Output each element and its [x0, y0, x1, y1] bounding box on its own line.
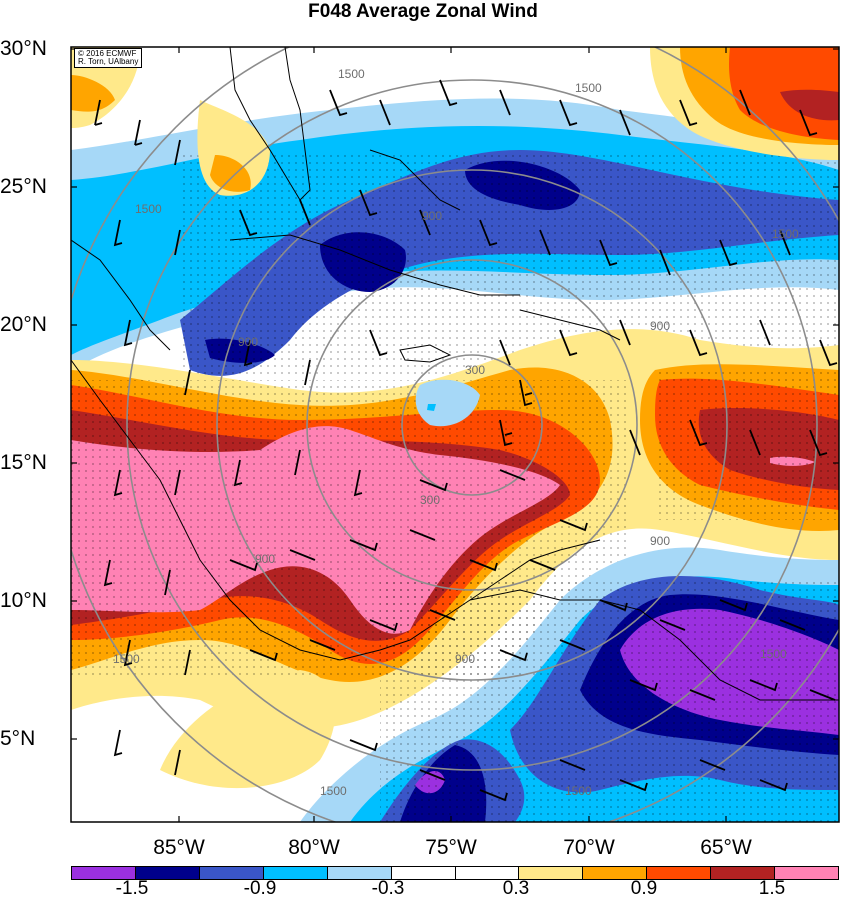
colorbar-label-neg-0-3: -0.3 [371, 878, 405, 899]
dotted-north [180, 150, 839, 375]
darkred-top-right [780, 89, 839, 121]
lon-label-65w: 65°W [700, 836, 752, 859]
wind-barbs [94, 79, 838, 802]
colorbar-label-0-3: 0.3 [502, 878, 530, 899]
dotted-south [380, 580, 839, 822]
bahamas-coast [369, 149, 461, 211]
colorbar-cell [263, 867, 328, 879]
ring-label-1500-right: 1500 [772, 227, 799, 241]
map-panel: 300 300 900 900 900 900 900 900 1500 150… [71, 47, 839, 822]
colorbar-cell [455, 867, 520, 879]
colorbar-cell [647, 867, 712, 879]
lat-label-10n: 10°N [0, 589, 47, 612]
copyright-line-1: © 2016 ECMWF [78, 49, 137, 58]
colorbar-cell [72, 867, 136, 879]
cyan-center-dot [427, 404, 436, 411]
range-ring-labels: 300 300 900 900 900 900 900 900 1500 150… [113, 67, 799, 798]
lat-label-25n: 25°N [0, 175, 47, 198]
colorbar-cell [199, 867, 264, 879]
colorbar [71, 866, 839, 880]
ring-label-900-lower: 900 [650, 534, 670, 548]
colorbar-cell [775, 867, 839, 879]
ring-label-900-southwest: 900 [255, 552, 275, 566]
yellow-south-spot [160, 670, 336, 789]
ring-label-1500-lowerright: 1500 [760, 647, 787, 661]
colorbar-cell [135, 867, 200, 879]
ring-label-900-center: 900 [422, 209, 442, 223]
range-rings [71, 47, 839, 822]
ring-label-1500-left: 1500 [135, 202, 162, 216]
plot-title: F048 Average Zonal Wind [308, 1, 538, 22]
lat-label-20n: 20°N [0, 313, 47, 336]
colorbar-label-1-5: 1.5 [758, 878, 786, 899]
lon-label-85w: 85°W [153, 836, 205, 859]
copyright-line-2: R. Torn, UAlbany [78, 57, 139, 66]
orange-top-florida [210, 155, 251, 192]
lightblue-center-spot [415, 379, 480, 427]
ring-label-1500-lowerleft: 1500 [113, 652, 140, 666]
cuba-coast [229, 234, 520, 296]
colorbar-label-neg-1-5: -1.5 [115, 878, 149, 899]
lon-ticks [178, 47, 727, 822]
copyright-box: © 2016 ECMWF R. Torn, UAlbany [74, 48, 143, 68]
lon-label-75w: 75°W [425, 836, 477, 859]
ring-label-300-top: 300 [465, 363, 485, 377]
lon-label-70w: 70°W [563, 836, 615, 859]
ring-label-1500-topright: 1500 [575, 81, 602, 95]
ring-label-900-bottom: 900 [455, 652, 475, 666]
ring-label-1500-top: 1500 [338, 67, 365, 81]
colorbar-cell [711, 867, 776, 879]
south-america-coast [469, 589, 839, 701]
yucatan-coast [71, 239, 171, 351]
orange-top-left [71, 75, 115, 112]
map-frame [70, 46, 840, 823]
lat-label-30n: 30°N [0, 37, 47, 60]
lat-label-15n: 15°N [0, 451, 47, 474]
ring-label-300-bottom: 300 [420, 493, 440, 507]
colorbar-cell [519, 867, 584, 879]
dotted-east [655, 370, 839, 520]
hispaniola-coast [519, 309, 621, 341]
colorbar-label-neg-0-9: -0.9 [243, 878, 277, 899]
central-america-coast [71, 359, 601, 661]
ring-label-900-right: 900 [650, 319, 670, 333]
colorbar-cell [391, 867, 456, 879]
lat-label-5n: 5°N [0, 727, 36, 750]
ring-label-1500-bottom: 1500 [320, 784, 347, 798]
colorbar-label-0-9: 0.9 [630, 878, 658, 899]
colorbar-cell [327, 867, 392, 879]
colorbar-cell [583, 867, 648, 879]
lon-label-80w: 80°W [288, 836, 340, 859]
ring-label-900-left: 900 [238, 335, 258, 349]
jamaica-coast [399, 344, 452, 363]
ring-label-1500-bottomright: 1500 [565, 784, 592, 798]
